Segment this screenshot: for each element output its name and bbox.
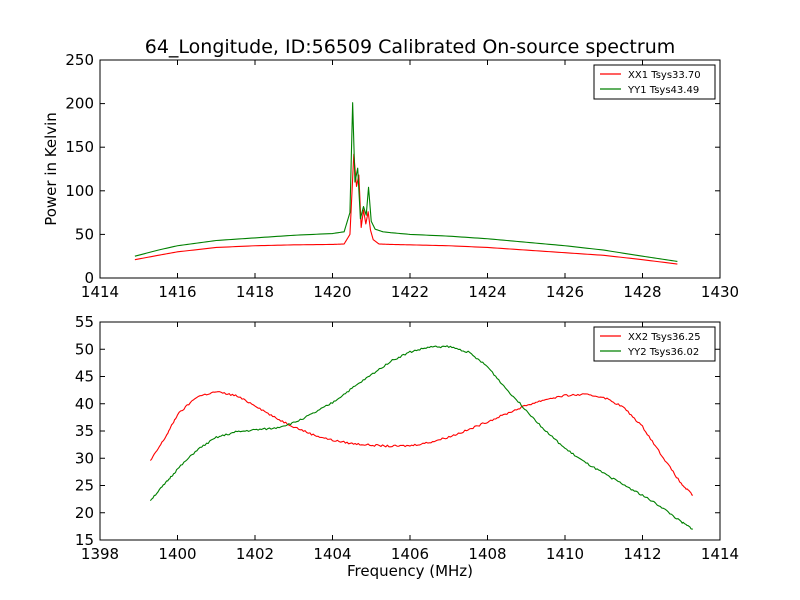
bottom-ytick-label: 50 — [75, 340, 94, 358]
top-series-line-1 — [134, 153, 678, 265]
top-xtick-label: 1422 — [391, 283, 429, 301]
top-ytick-label: 50 — [75, 225, 94, 243]
top-ytick-label: 200 — [65, 95, 94, 113]
bottom-xtick-label: 1410 — [546, 545, 584, 563]
top-xtick-label: 1420 — [313, 283, 351, 301]
top-legend-label-xx1: XX1 Tsys33.70 — [628, 70, 701, 81]
top-plot-legend: XX1 Tsys33.70 YY1 Tsys43.49 — [593, 64, 716, 100]
bottom-ytick-label: 15 — [75, 531, 94, 549]
top-plot-series — [134, 102, 678, 265]
chart-title: 64_Longitude, ID:56509 Calibrated On-sou… — [145, 36, 676, 58]
bottom-ytick-label: 55 — [75, 313, 94, 331]
bottom-xtick-label: 1402 — [236, 545, 274, 563]
top-xtick-label: 1416 — [158, 283, 196, 301]
top-plot: 1414 1416 1418 1420 1422 1424 1426 1428 1430 0 50 1… — [42, 51, 739, 301]
bottom-xtick-label: 1406 — [391, 545, 429, 563]
bottom-legend-label-yy2: YY2 Tsys36.02 — [627, 347, 699, 358]
top-xtick-label: 1418 — [236, 283, 274, 301]
top-series-line-2 — [134, 102, 678, 262]
top-xtick-label: 1430 — [701, 283, 739, 301]
top-ytick-label: 250 — [65, 51, 94, 69]
bottom-ytick-label: 20 — [75, 504, 94, 522]
bottom-ytick-label: 40 — [75, 395, 94, 413]
bottom-xtick-label: 1408 — [468, 545, 506, 563]
top-ytick-label: 0 — [84, 269, 94, 287]
top-plot-ticks: 1414 1416 1418 1420 1422 1424 1426 1428 1430 0 50 1… — [65, 51, 739, 301]
top-legend-box — [593, 64, 716, 100]
top-xtick-label: 1414 — [81, 283, 119, 301]
bottom-xtick-label: 1404 — [313, 545, 351, 563]
bottom-legend-box — [593, 326, 716, 362]
bottom-legend-label-xx2: XX2 Tsys36.25 — [628, 332, 701, 343]
top-xtick-label: 1428 — [623, 283, 661, 301]
bottom-xtick-label: 1412 — [623, 545, 661, 563]
bottom-ytick-label: 35 — [75, 422, 94, 440]
bottom-plot-legend: XX2 Tsys36.25 YY2 Tsys36.02 — [593, 326, 716, 362]
top-legend-label-yy1: YY1 Tsys43.49 — [627, 85, 699, 96]
bottom-xtick-label: 1414 — [701, 545, 739, 563]
bottom-xtick-label: 1400 — [158, 545, 196, 563]
bottom-series-line-2 — [149, 345, 693, 530]
top-xtick-label: 1424 — [468, 283, 506, 301]
top-ytick-label: 150 — [65, 138, 94, 156]
bottom-series-line-1 — [149, 391, 694, 496]
top-ytick-label: 100 — [65, 182, 94, 200]
bottom-plot-xlabel: Frequency (MHz) — [347, 562, 473, 580]
bottom-ytick-label: 45 — [75, 368, 94, 386]
bottom-plot: 1398 1400 1402 1404 1406 1408 1410 1412 1414 15 20… — [75, 313, 739, 580]
bottom-xtick-label: 1398 — [81, 545, 119, 563]
bottom-plot-series — [149, 345, 694, 530]
bottom-ytick-label: 30 — [75, 449, 94, 467]
bottom-plot-ticks: 1398 1400 1402 1404 1406 1408 1410 1412 1414 15 20… — [75, 313, 739, 563]
top-xtick-label: 1426 — [546, 283, 584, 301]
top-plot-ylabel: Power in Kelvin — [42, 112, 60, 226]
bottom-ytick-label: 25 — [75, 477, 94, 495]
